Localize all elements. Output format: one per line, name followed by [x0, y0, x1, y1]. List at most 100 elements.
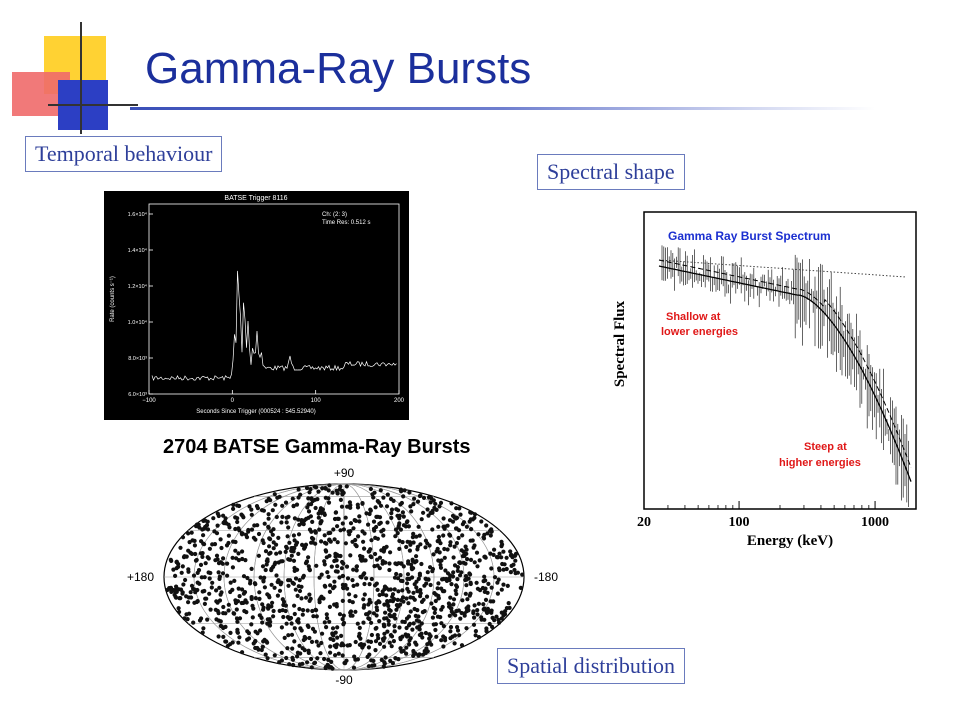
- skymap-burst-point: [340, 573, 345, 579]
- skymap-burst-point: [485, 610, 490, 615]
- skymap-burst-point: [287, 540, 292, 545]
- skymap-burst-point: [221, 604, 226, 610]
- skymap-burst-point: [369, 620, 374, 625]
- skymap-burst-point: [332, 558, 337, 564]
- skymap-burst-point: [235, 629, 240, 634]
- skymap-burst-point: [497, 620, 502, 625]
- skymap-burst-point: [509, 563, 514, 568]
- skymap-burst-point: [221, 513, 226, 518]
- skymap-burst-point: [436, 581, 441, 586]
- skymap-burst-point: [319, 594, 324, 599]
- skymap-burst-point: [389, 644, 394, 649]
- skymap-burst-point: [296, 617, 301, 622]
- skymap-burst-point: [487, 621, 492, 627]
- skymap-burst-point: [241, 591, 246, 596]
- skymap-burst-point: [209, 585, 214, 590]
- skymap-burst-point: [368, 507, 373, 512]
- skymap-burst-point: [205, 555, 210, 560]
- skymap-burst-point: [462, 611, 467, 616]
- skymap-burst-point: [368, 639, 374, 644]
- skymap-burst-point: [362, 581, 367, 587]
- skymap-burst-point: [377, 555, 383, 560]
- skymap-burst-point: [333, 510, 338, 515]
- skymap-burst-point: [385, 492, 390, 497]
- skymap-burst-point: [320, 631, 325, 636]
- skymap-burst-point: [485, 590, 490, 595]
- skymap-burst-point: [333, 653, 338, 658]
- skymap-burst-point: [384, 504, 390, 509]
- skymap-burst-point: [390, 661, 395, 666]
- skymap-burst-point: [464, 547, 469, 552]
- skymap-burst-point: [505, 583, 510, 588]
- skymap-burst-point: [330, 666, 335, 671]
- skymap-burst-point: [375, 587, 380, 592]
- skymap-burst-point: [329, 564, 334, 569]
- skymap-burst-point: [361, 597, 366, 602]
- skymap-burst-point: [393, 534, 398, 539]
- skymap-burst-point: [299, 584, 304, 589]
- skymap-burst-point: [404, 634, 410, 639]
- skymap-burst-point: [357, 519, 362, 524]
- skymap-burst-point: [309, 502, 314, 507]
- skymap-burst-point: [442, 526, 447, 531]
- skymap-burst-point: [313, 497, 318, 502]
- skymap-burst-point: [341, 620, 347, 625]
- skymap-burst-point: [177, 609, 182, 615]
- deco-vertical-line: [80, 22, 82, 134]
- skymap-burst-point: [458, 616, 463, 621]
- skymap-burst-point: [297, 578, 302, 583]
- skymap-burst-point: [354, 544, 359, 549]
- light-curve-ytick-label: 1.4×10⁴: [128, 247, 148, 254]
- skymap-burst-point: [249, 507, 254, 512]
- skymap-burst-point: [202, 542, 207, 547]
- skymap-burst-point: [297, 522, 302, 527]
- temporal-label: Temporal behaviour: [25, 136, 223, 172]
- skymap-burst-point: [442, 555, 447, 560]
- skymap-burst-point: [351, 567, 356, 572]
- skymap-burst-point: [447, 613, 452, 618]
- skymap-burst-point: [284, 655, 289, 661]
- skymap-burst-point: [269, 568, 274, 573]
- skymap-burst-point: [214, 588, 219, 593]
- skymap-burst-point: [424, 581, 429, 586]
- skymap-burst-point: [332, 537, 337, 542]
- skymap-burst-point: [180, 590, 185, 595]
- skymap-burst-point: [412, 606, 417, 612]
- skymap-burst-point: [348, 613, 353, 618]
- skymap-burst-point: [393, 561, 398, 566]
- skymap-burst-point: [316, 511, 321, 516]
- skymap-burst-point: [325, 570, 330, 575]
- skymap-burst-point: [384, 593, 389, 598]
- light-curve-ytick-label: 8.0×10³: [128, 356, 147, 362]
- skymap-burst-point: [458, 573, 463, 578]
- spectrum-annot-high-1: Steep at: [804, 441, 847, 453]
- skymap-burst-point: [355, 582, 360, 587]
- skymap-burst-point: [272, 653, 277, 658]
- skymap-burst-point: [296, 532, 302, 537]
- skymap-burst-point: [437, 538, 442, 543]
- skymap-burst-point: [437, 504, 442, 509]
- skymap-burst-point: [296, 487, 301, 492]
- skymap-burst-point: [518, 585, 523, 590]
- skymap-burst-point: [291, 533, 296, 538]
- skymap-burst-point: [191, 573, 197, 578]
- skymap-burst-point: [259, 647, 264, 653]
- skymap-burst-point: [237, 616, 243, 621]
- skymap-burst-point: [197, 618, 203, 623]
- skymap-burst-point: [200, 527, 205, 532]
- skymap-burst-point: [335, 491, 340, 496]
- skymap-burst-point: [280, 559, 285, 564]
- skymap-burst-point: [202, 601, 207, 606]
- skymap-burst-point: [397, 625, 402, 630]
- skymap-burst-point: [204, 596, 209, 601]
- skymap-burst-point: [430, 569, 435, 574]
- skymap-burst-point: [361, 572, 366, 577]
- skymap-burst-point: [240, 531, 245, 536]
- skymap-burst-point: [461, 560, 466, 565]
- skymap-burst-point: [374, 613, 379, 618]
- skymap-burst-point: [350, 600, 355, 605]
- skymap-burst-point: [189, 530, 194, 535]
- skymap-burst-point: [405, 572, 411, 577]
- skymap-burst-point: [308, 514, 313, 519]
- spectrum-ylabel: Spectral Flux: [612, 300, 628, 387]
